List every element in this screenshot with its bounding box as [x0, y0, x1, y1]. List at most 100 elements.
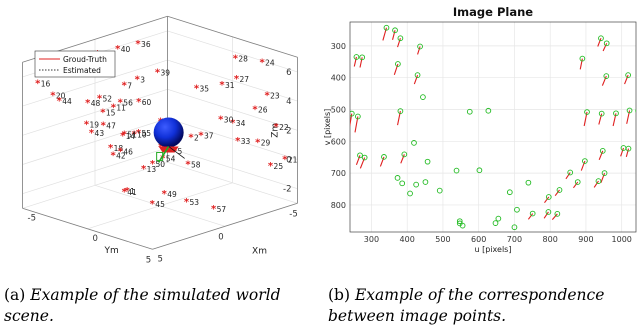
y-axis-line: [22, 207, 153, 250]
image-point: [625, 72, 631, 78]
point-label: 26: [258, 105, 268, 114]
world-point: * 26: [252, 104, 267, 115]
image-point: [598, 35, 604, 42]
point-label: 16: [41, 79, 51, 88]
camera-axis: [157, 146, 170, 163]
image-point: [466, 108, 473, 115]
point-label: 2: [194, 134, 199, 143]
displacement-arrow: [572, 181, 579, 189]
world-point: * 33: [235, 136, 250, 147]
point-label: 58: [191, 160, 201, 169]
point-label: 45: [155, 200, 165, 209]
image-point: [579, 55, 586, 62]
world-point: * 46: [118, 147, 133, 158]
legend-label: Estimated: [63, 66, 101, 75]
image-point: [545, 194, 552, 200]
image-point: [625, 145, 632, 152]
world-point: * 48: [85, 98, 100, 109]
point-marker: *: [85, 98, 91, 109]
world-scene-panel: -505-505-20246XmYmZm*36*40*4*8*12*16*20*…: [0, 0, 320, 270]
world-point: * 41: [122, 187, 137, 198]
image-point: [492, 220, 499, 226]
image-point: [598, 110, 605, 117]
point-marker: *: [89, 128, 95, 139]
displacement-arrow: [598, 113, 603, 125]
world-point: * 34: [230, 118, 245, 129]
displacement-arrow: [543, 211, 549, 219]
displacement-arrow: [355, 155, 361, 166]
point-marker: *: [135, 75, 141, 86]
point-label: 47: [106, 121, 116, 130]
point-label: 20: [56, 91, 66, 100]
point-marker: *: [233, 54, 239, 65]
displacement-arrow: [600, 172, 606, 183]
image-point: [413, 181, 419, 188]
displacement-arrow: [551, 213, 558, 220]
world-point: * 44: [57, 96, 72, 107]
image-point: [394, 175, 401, 181]
image-point: [357, 152, 363, 159]
world-point: * 1: [124, 186, 135, 197]
displacement-arrow: [579, 58, 583, 70]
displacement-arrow: [597, 38, 602, 47]
point-label: 5: [178, 147, 183, 156]
legend-box: [34, 50, 116, 78]
displacement-arrow: [379, 156, 385, 167]
world-point: * 28: [233, 54, 248, 65]
world-point: * 19: [84, 119, 99, 130]
point-marker: *: [255, 137, 261, 148]
y-tick-label: 5: [158, 254, 163, 264]
point-label: 11: [116, 103, 126, 112]
z-axis-label: Zm: [271, 123, 281, 138]
image-point: [603, 73, 610, 79]
image-point: [506, 189, 513, 196]
point-marker: *: [141, 164, 147, 175]
point-marker: *: [198, 130, 204, 141]
world-point: * 51: [122, 129, 137, 140]
image-point: [582, 158, 588, 164]
point-label: 46: [123, 148, 133, 157]
displacement-arrow: [601, 75, 607, 86]
world-point: * 23: [265, 91, 280, 102]
displacement-arrow: [527, 213, 534, 220]
caption-b: (b) Example of the correspondence betwee…: [328, 285, 640, 327]
image-point: [453, 167, 460, 174]
image-point: [567, 169, 574, 176]
point-label: 30: [224, 116, 234, 125]
z-tick-label: 0: [286, 156, 291, 166]
point-label: 27: [240, 75, 250, 84]
image-point: [511, 224, 518, 231]
image-point: [545, 209, 552, 215]
image-point: [422, 179, 429, 185]
world-point: * 22: [273, 122, 288, 133]
image-point: [459, 222, 466, 229]
world-point: * 27: [234, 74, 249, 85]
x-axis-label: Xm: [252, 247, 267, 257]
image-point: [353, 54, 360, 60]
camera-frustum: [158, 146, 179, 153]
grid-line: [167, 161, 298, 204]
point-marker: *: [230, 118, 236, 129]
image-point: [355, 113, 361, 120]
world-point: * 2: [188, 133, 199, 144]
image-point: [525, 179, 532, 186]
image-point: [436, 187, 443, 194]
y-tick-label: 0: [93, 234, 98, 244]
point-label: 29: [261, 138, 271, 147]
image-point: [361, 154, 368, 161]
plot-frame: [349, 21, 637, 233]
point-label: 7: [127, 81, 132, 90]
point-marker: *: [259, 58, 265, 69]
image-point: [399, 180, 406, 187]
displacement-arrow: [624, 74, 629, 85]
point-label: 37: [204, 131, 214, 140]
point-marker: *: [136, 97, 142, 108]
point-marker: *: [35, 78, 41, 89]
camera-frame: [156, 151, 164, 161]
world-point: * 52: [97, 93, 112, 104]
caption-a-text: Example of the simulated world scene.: [4, 286, 281, 325]
world-point: * 29: [255, 137, 270, 148]
point-label: 43: [95, 129, 105, 138]
image-point: [495, 215, 502, 222]
point-marker: *: [132, 129, 138, 140]
